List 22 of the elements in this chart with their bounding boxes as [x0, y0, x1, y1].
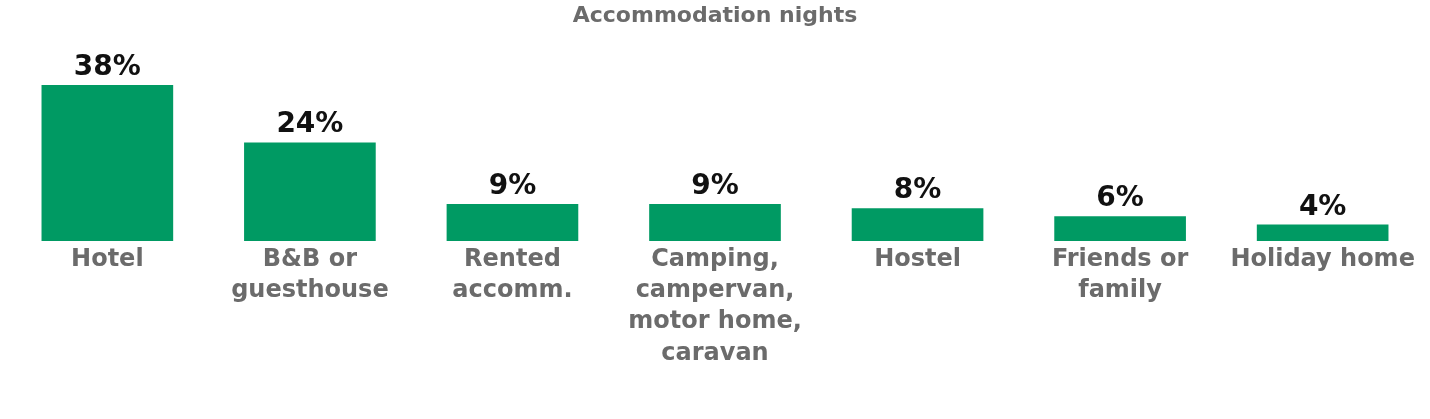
chart-title: Accommodation nights: [572, 1, 858, 27]
bar: [41, 85, 174, 241]
x-tick-label: Hostel: [874, 244, 961, 272]
data-label: 4%: [1298, 188, 1347, 222]
data-label: 9%: [691, 168, 739, 202]
data-label: 9%: [488, 168, 537, 202]
data-label: 24%: [276, 106, 344, 140]
x-tick-label: Camping, campervan, motor home, caravan: [628, 244, 802, 366]
x-tick-label: Holiday home: [1230, 244, 1415, 272]
data-label: 8%: [893, 172, 942, 206]
data-label: 6%: [1096, 180, 1144, 214]
bar: [1256, 224, 1389, 241]
bar: [446, 204, 579, 241]
data-label: 38%: [73, 49, 141, 82]
bar: [851, 208, 984, 241]
bar: [1054, 216, 1186, 241]
x-tick-label: Friends or family: [1051, 244, 1189, 304]
bar: [244, 142, 376, 241]
bar: [649, 204, 781, 241]
x-tick-label: B&B or guesthouse: [231, 244, 389, 304]
x-tick-label: Hotel: [71, 244, 144, 272]
x-tick-label: Rented accomm.: [452, 244, 573, 304]
